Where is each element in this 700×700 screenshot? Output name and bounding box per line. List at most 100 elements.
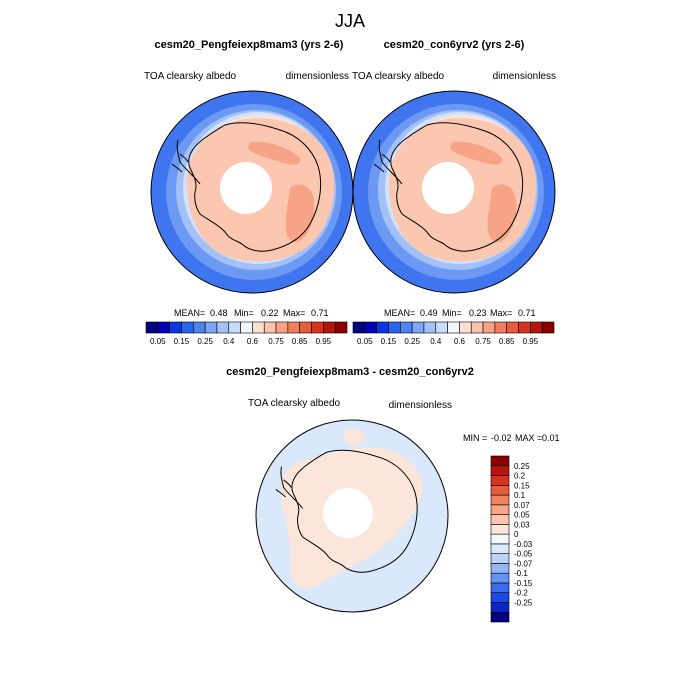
cb3-swatch [490, 563, 510, 574]
cb1-swatch [192, 321, 206, 334]
cb3-tick-label: 0.25 [514, 462, 530, 471]
cb3-swatch [490, 602, 510, 613]
cb2-swatch [399, 321, 413, 334]
cb3-swatch [490, 533, 510, 545]
cb2-swatch [494, 321, 508, 334]
panel-1-colorbar: 0.05 0.15 0.25 0.4 0.6 0.75 0.85 0.95 [145, 321, 348, 346]
cb3-tick-label: -0.05 [514, 550, 533, 559]
panel-1-map [151, 91, 353, 293]
cb1-tick-label: 0.25 [197, 337, 213, 346]
cb1-tick-label: 0.4 [223, 337, 235, 346]
cb3-swatch [490, 504, 510, 515]
cb2-swatch [459, 321, 472, 334]
cb1-swatch [145, 321, 159, 334]
cb1-tick-label: 0.6 [247, 337, 259, 346]
panel-2-pole-hole [422, 162, 474, 214]
cb2-swatch [423, 321, 437, 334]
cb1-swatch [216, 321, 230, 334]
cb2-tick-label: 0.95 [523, 337, 539, 346]
cb2-tick-label: 0.05 [357, 337, 373, 346]
cb2-swatch [506, 321, 519, 334]
cb3-swatch [490, 592, 510, 603]
panel-2-colorbar: 0.05 0.15 0.25 0.4 0.6 0.75 0.85 0.95 [352, 321, 555, 346]
cb2-tick-label: 0.85 [499, 337, 515, 346]
cb3-swatch [490, 514, 510, 525]
cb1-swatch [323, 321, 336, 334]
cb3-swatch [490, 455, 510, 467]
panel-2-field-max-1 [450, 141, 503, 165]
panel-2-min-label: Min= [442, 308, 462, 318]
cb3-swatch [490, 475, 510, 486]
panel-3-min-value: -0.02 [491, 433, 512, 443]
cb3-swatch [490, 465, 510, 476]
cb3-swatch [490, 494, 510, 506]
cb1-tick-label: 0.15 [174, 337, 190, 346]
cb3-tick-label: -0.03 [514, 540, 533, 549]
cb2-swatch [376, 321, 389, 334]
cb3-swatch [490, 582, 510, 594]
cb2-tick-label: 0.15 [381, 337, 397, 346]
panel-3-field-label: TOA clearsky albedo [248, 398, 341, 409]
cb2-swatch [518, 321, 531, 334]
cb2-swatch [388, 321, 401, 334]
panel-1-max-value: 0.71 [311, 308, 329, 318]
panel-3-max-value: 0.01 [542, 433, 560, 443]
cb1-swatch [299, 321, 312, 334]
panel-1-mean-value: 0.48 [210, 308, 228, 318]
panel-2-max-label: Max= [490, 308, 512, 318]
panel-2-units: dimensionless [493, 71, 556, 82]
cb1-swatch [311, 321, 324, 334]
cb2-tick-label: 0.4 [430, 337, 442, 346]
cb2-swatch [447, 321, 460, 334]
panel-1-field-label: TOA clearsky albedo [144, 71, 237, 82]
cb3-tick-label: 0.07 [514, 501, 530, 510]
panel-3-field-positive-3 [398, 460, 416, 477]
panel-1-pole-hole [220, 162, 272, 214]
panel-3-pole-hole [323, 488, 373, 538]
panel-3: cesm20_Pengfeiexp8mam3 - cesm20_con6yrv2… [226, 366, 560, 623]
panel-1-min-value: 0.22 [261, 308, 279, 318]
cb1-swatch [157, 321, 170, 334]
cb2-tick-label: 0.25 [404, 337, 420, 346]
cb2-swatch [364, 321, 377, 334]
cb1-swatch [263, 321, 277, 334]
panel-1: cesm20_Pengfeiexp8mam3 (yrs 2-6) TOA cle… [144, 39, 354, 346]
cb1-swatch [287, 321, 301, 334]
cb2-swatch [470, 321, 484, 334]
cb2-swatch [530, 321, 543, 334]
panel-2-field-label: TOA clearsky albedo [352, 71, 445, 82]
panel-1-min-label: Min= [234, 308, 254, 318]
panel-3-field-positive-2 [343, 429, 365, 446]
cb2-tick-label: 0.75 [475, 337, 491, 346]
panel-1-title: cesm20_Pengfeiexp8mam3 (yrs 2-6) [155, 39, 344, 51]
cb3-swatch [490, 572, 510, 584]
panel-3-min-label: MIN = [463, 433, 487, 443]
panel-2-map [353, 91, 555, 293]
panel-2-min-value: 0.23 [469, 308, 487, 318]
cb1-swatch [228, 321, 241, 334]
cb1-swatch [181, 321, 194, 334]
cb3-tick-label: -0.15 [514, 579, 533, 588]
cb1-tick-label: 0.05 [150, 337, 166, 346]
cb2-swatch [352, 321, 366, 334]
cb3-tick-label: 0.2 [514, 472, 526, 481]
cb2-swatch [482, 321, 496, 334]
panel-2-mean-value: 0.49 [420, 308, 438, 318]
cb3-swatch [490, 524, 510, 535]
cb1-swatch [275, 321, 289, 334]
panel-2-map-border [352, 90, 556, 294]
panel-2-title: cesm20_con6yrv2 (yrs 2-6) [384, 39, 525, 51]
cb3-tick-label: -0.1 [514, 569, 528, 578]
cb1-tick-label: 0.75 [268, 337, 284, 346]
cb2-swatch [435, 321, 448, 334]
panel-1-max-label: Max= [283, 308, 305, 318]
panel-2: cesm20_con6yrv2 (yrs 2-6) TOA clearsky a… [352, 39, 556, 346]
figure-title: JJA [335, 11, 365, 31]
panel-3-map-border [255, 419, 449, 613]
cb3-swatch [490, 553, 510, 564]
cb1-swatch [334, 321, 348, 334]
cb3-tick-label: 0.03 [514, 520, 530, 529]
cb3-swatch [490, 484, 510, 496]
cb3-swatch [490, 611, 510, 623]
